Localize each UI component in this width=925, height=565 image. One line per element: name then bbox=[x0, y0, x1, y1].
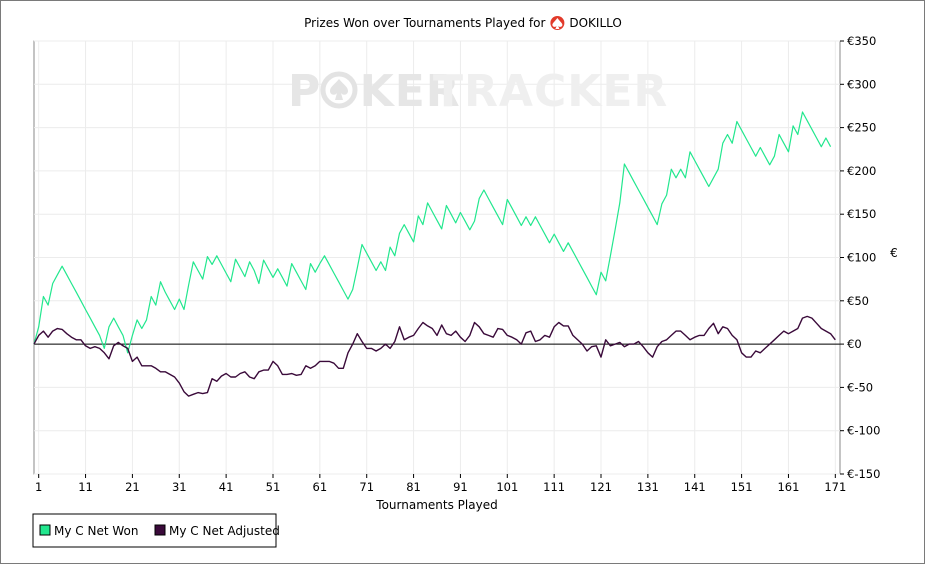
x-tick-label: 91 bbox=[453, 480, 468, 494]
y-tick-label: €150 bbox=[847, 207, 876, 221]
x-tick-label: 171 bbox=[824, 480, 846, 494]
y-tick-label: €200 bbox=[847, 164, 876, 178]
chart-title-text: Prizes Won over Tournaments Played for bbox=[304, 16, 545, 30]
y-tick-label: €-50 bbox=[847, 380, 873, 394]
y-axis-title: € bbox=[890, 246, 898, 260]
x-tick-label: 141 bbox=[684, 480, 706, 494]
y-tick-label: €-100 bbox=[847, 424, 880, 438]
poker-spade-icon bbox=[550, 16, 565, 30]
x-tick-label: 101 bbox=[496, 480, 518, 494]
x-tick-label: 21 bbox=[125, 480, 140, 494]
y-axis: €350 €300 €250 €200 €150 €100 €50 €0 €-50 €-100 €-… bbox=[840, 34, 880, 481]
y-tick-label: €250 bbox=[847, 121, 876, 135]
x-tick-label: 121 bbox=[590, 480, 612, 494]
x-axis-title: Tournaments Played bbox=[375, 498, 497, 512]
y-tick-label: €50 bbox=[847, 294, 869, 308]
x-tick-label: 51 bbox=[266, 480, 281, 494]
x-tick-label: 31 bbox=[172, 480, 187, 494]
y-tick-label: €350 bbox=[847, 34, 876, 48]
chart-title: Prizes Won over Tournaments Played for D… bbox=[304, 16, 622, 30]
y-tick-label: €100 bbox=[847, 251, 876, 265]
legend-swatch-net-won bbox=[39, 524, 51, 536]
x-tick-label: 81 bbox=[406, 480, 421, 494]
x-axis: 1 11 21 31 41 51 61 71 81 91 101 111 121 131 141 151 161… bbox=[35, 474, 846, 494]
watermark-text-tracker: TRACKER bbox=[433, 66, 668, 117]
watermark: POKER TRACKER bbox=[288, 66, 668, 117]
watermark-text-poker: POKER bbox=[288, 66, 461, 117]
x-tick-label: 61 bbox=[313, 480, 328, 494]
x-tick-label: 111 bbox=[543, 480, 565, 494]
x-tick-label: 151 bbox=[731, 480, 753, 494]
series-line-my-c-net-adjusted bbox=[33, 315, 836, 397]
legend: My C Net Won My C Net Adjusted bbox=[32, 513, 280, 548]
x-tick-label: 1 bbox=[35, 480, 42, 494]
series-lines bbox=[33, 111, 836, 397]
y-tick-label: €0 bbox=[847, 337, 862, 351]
series-line-my-c-net-won bbox=[33, 111, 832, 354]
x-tick-label: 71 bbox=[359, 480, 374, 494]
x-tick-label: 11 bbox=[78, 480, 93, 494]
chart-title-player: DOKILLO bbox=[569, 16, 621, 30]
legend-swatch-net-adjusted bbox=[154, 524, 166, 536]
legend-label-net-adjusted: My C Net Adjusted bbox=[169, 524, 280, 538]
x-tick-label: 41 bbox=[219, 480, 234, 494]
spade-chip-icon bbox=[320, 71, 358, 109]
y-tick-label: €300 bbox=[847, 77, 876, 91]
x-tick-label: 161 bbox=[777, 480, 799, 494]
y-tick-label: €-150 bbox=[847, 467, 880, 481]
legend-label-net-won: My C Net Won bbox=[54, 524, 138, 538]
x-tick-label: 131 bbox=[637, 480, 659, 494]
